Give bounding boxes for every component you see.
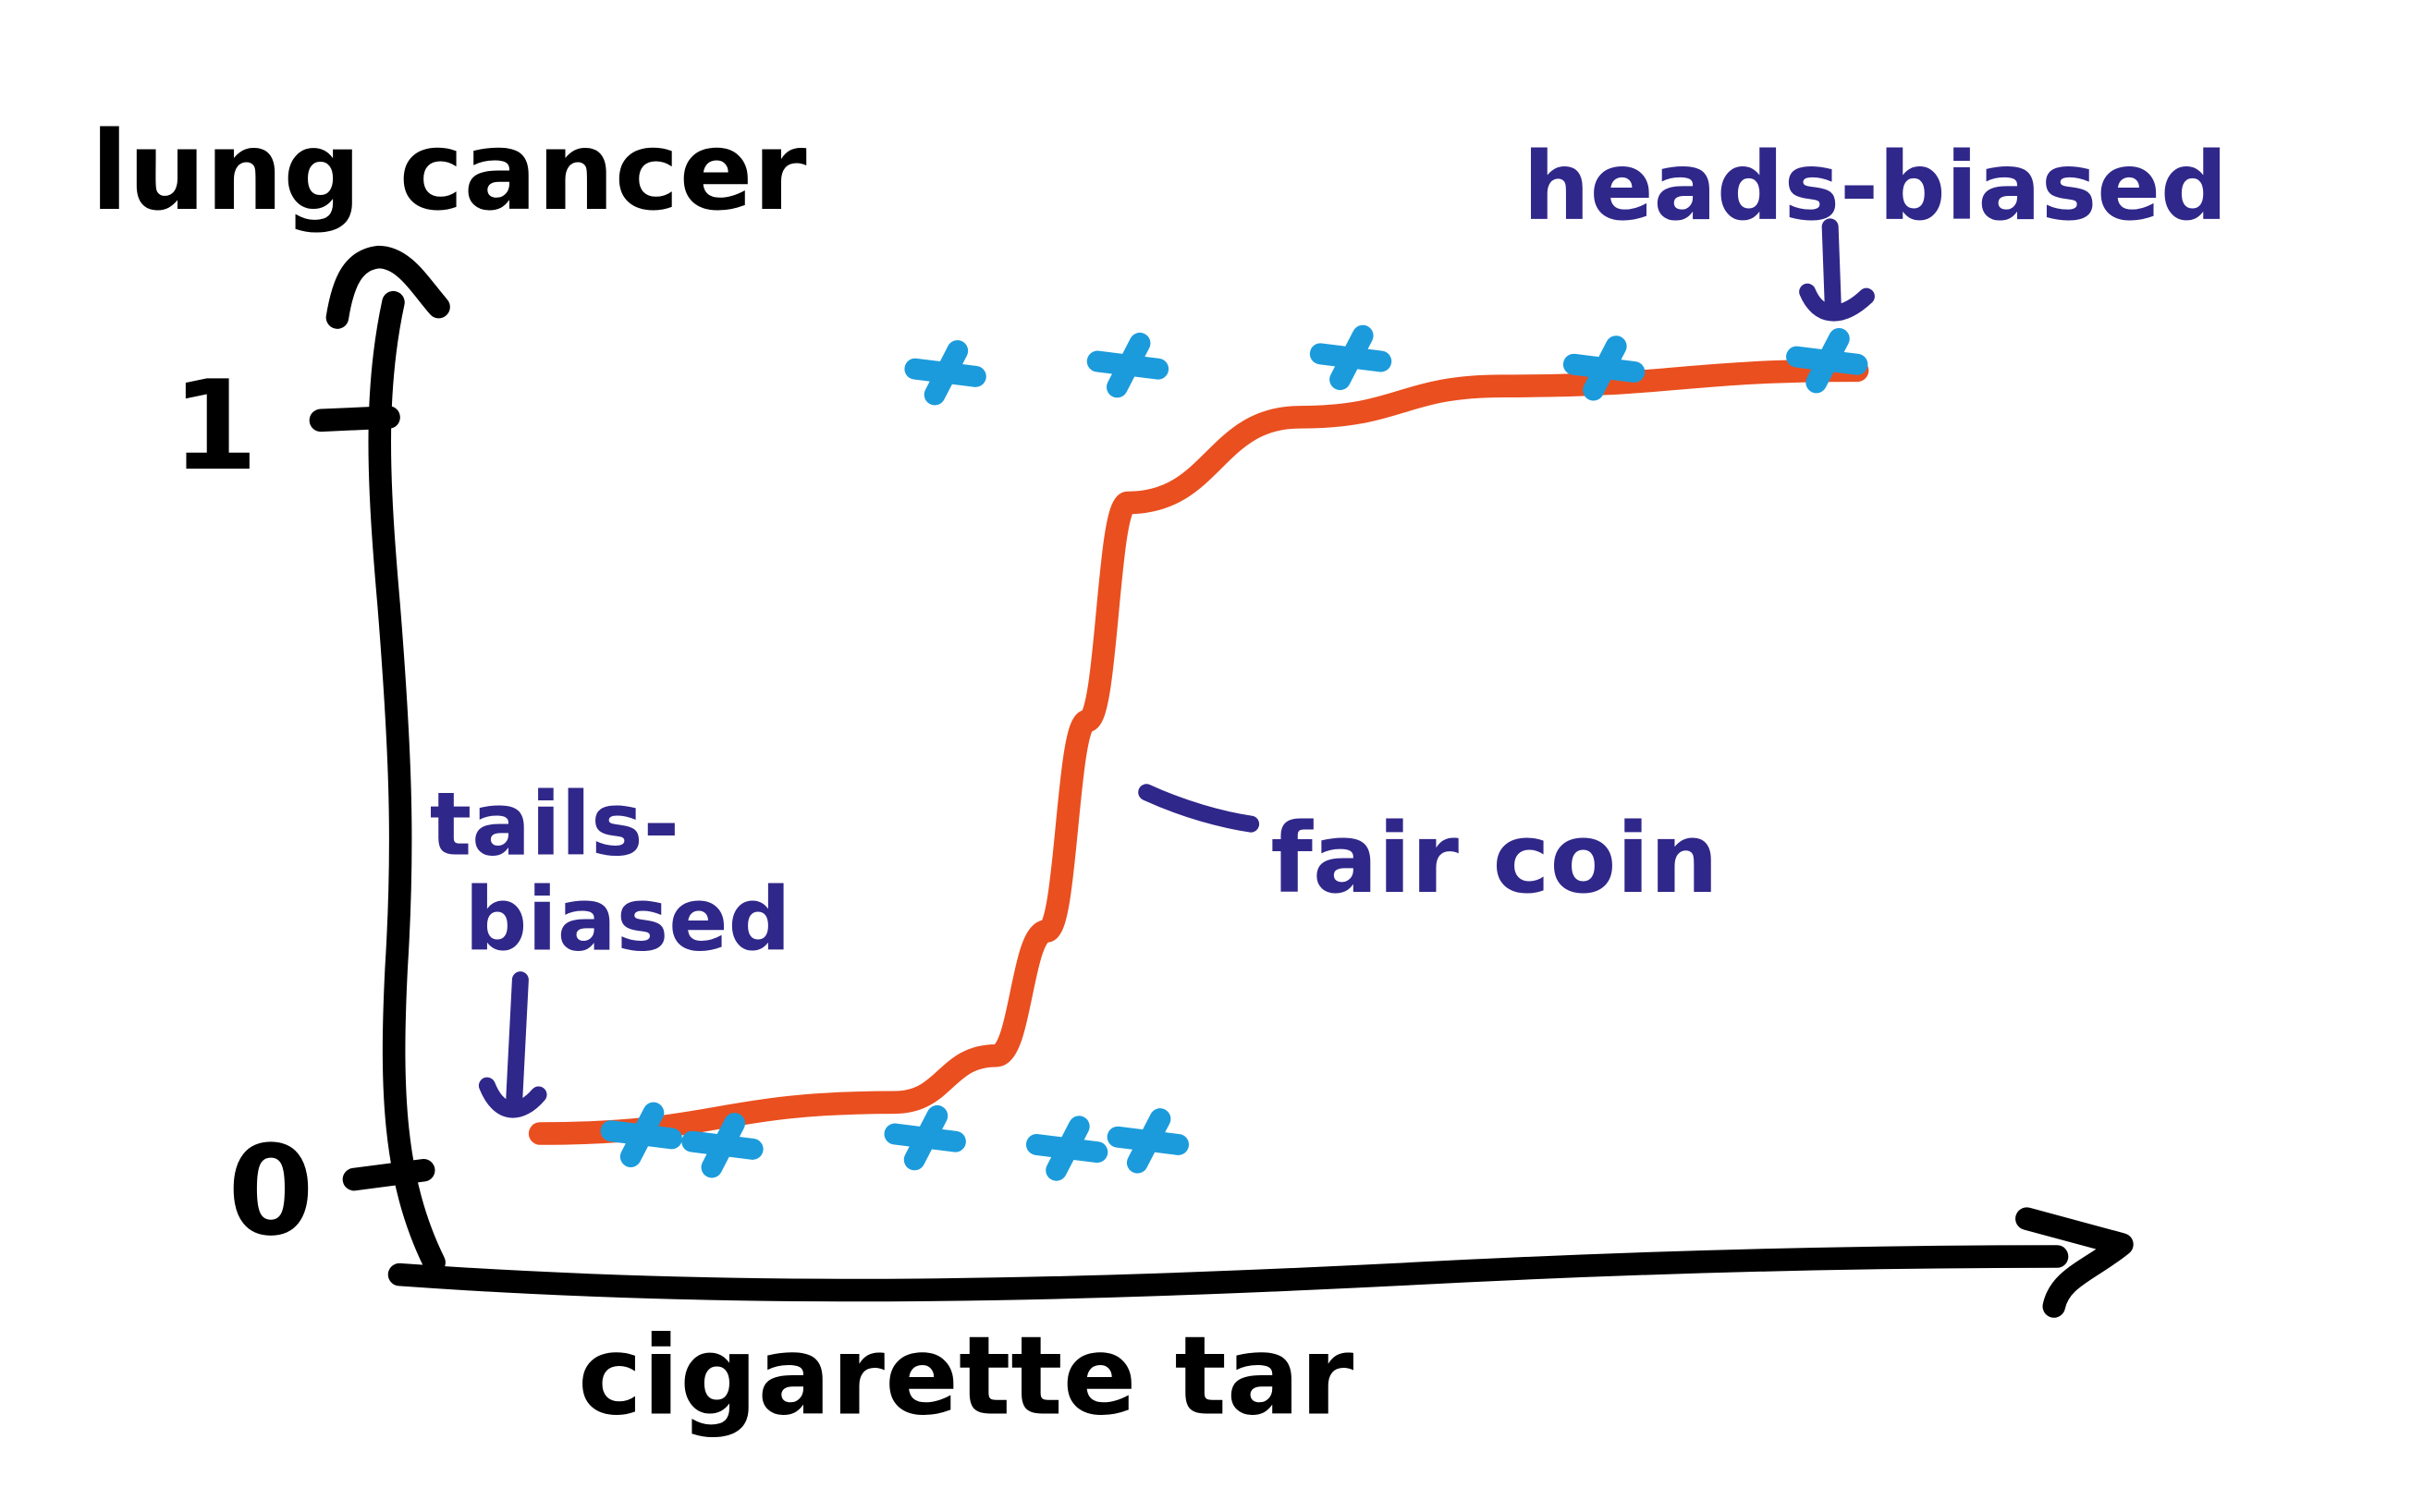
x-axis-arrowhead xyxy=(2015,1207,2134,1318)
y-tick-0 xyxy=(342,1158,435,1191)
y-tick-1 xyxy=(309,406,400,433)
axis-labels: lung cancer cigarette tar xyxy=(91,108,1353,1440)
tick-labels: 1 0 xyxy=(172,353,314,1263)
x-axis xyxy=(387,1245,2069,1302)
y-tick-label-0: 0 xyxy=(227,1118,313,1263)
data-point xyxy=(1562,335,1646,401)
axes xyxy=(309,245,2134,1318)
data-point xyxy=(600,1102,682,1167)
data-point xyxy=(681,1113,764,1178)
heads-biased-arrow xyxy=(1799,218,1875,322)
fair-coin-curve xyxy=(528,359,1869,1145)
data-point xyxy=(1086,332,1169,398)
points-layer xyxy=(600,324,1868,1181)
heads-biased-label: heads-biased xyxy=(1524,132,2228,241)
tails-biased-label-line1: tails- xyxy=(430,774,679,875)
data-point-stroke xyxy=(1126,1108,1171,1174)
data-point-stroke xyxy=(701,1113,746,1178)
y-axis-arrowhead xyxy=(325,245,450,329)
data-point xyxy=(884,1104,966,1171)
y-axis-label: lung cancer xyxy=(91,108,806,235)
data-point-stroke xyxy=(1046,1116,1090,1181)
data-point xyxy=(1107,1108,1190,1174)
data-point-stroke xyxy=(1583,335,1627,401)
y-tick-label-1: 1 xyxy=(172,353,258,498)
tails-biased-arrow xyxy=(478,971,547,1118)
annotations: heads-biased tails- biased fair coin xyxy=(430,132,2228,1118)
fair-coin-pointer xyxy=(1138,784,1260,833)
data-point-stroke xyxy=(924,340,969,406)
y-axis xyxy=(368,290,446,1274)
data-point xyxy=(904,340,986,406)
data-point-stroke xyxy=(1107,332,1151,398)
data-point xyxy=(1309,324,1392,391)
data-point-stroke xyxy=(1329,324,1374,391)
data-point-stroke xyxy=(903,1104,948,1171)
tails-biased-label-line2: biased xyxy=(464,869,790,970)
data-point xyxy=(1786,328,1868,394)
x-axis-label: cigarette tar xyxy=(578,1313,1353,1440)
data-point-stroke xyxy=(1805,328,1850,394)
data-point xyxy=(1025,1116,1108,1181)
data-point-stroke xyxy=(619,1102,665,1167)
fair-coin-label: fair coin xyxy=(1270,802,1719,915)
